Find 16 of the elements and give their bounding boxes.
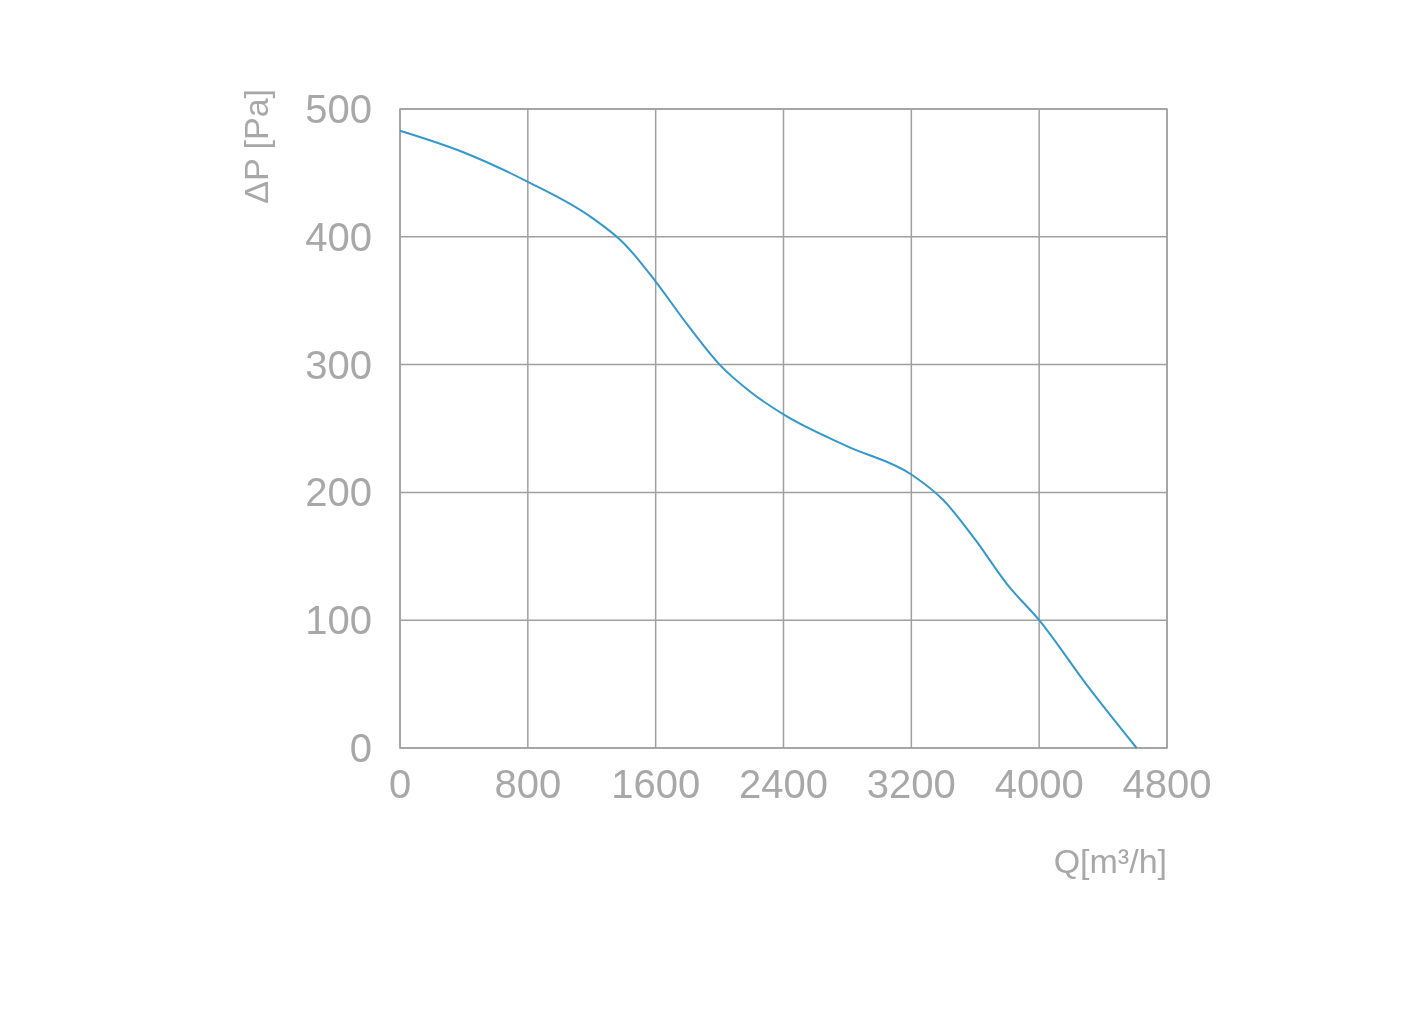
x-tick-label: 800 bbox=[494, 762, 562, 806]
x-axis-title: Q[m³/h] bbox=[1053, 842, 1167, 880]
x-tick-label: 4800 bbox=[1122, 762, 1212, 806]
x-tick-label: 1600 bbox=[611, 762, 701, 806]
y-tick-label: 400 bbox=[305, 214, 372, 259]
y-tick-label: 100 bbox=[305, 598, 372, 643]
x-tick-label: 0 bbox=[388, 762, 412, 806]
y-tick-label: 500 bbox=[305, 87, 372, 131]
y-tick-label: 0 bbox=[349, 726, 372, 770]
y-axis-title: ΔP [Pa] bbox=[237, 89, 275, 204]
line-series bbox=[399, 129, 1138, 749]
y-tick-label: 200 bbox=[305, 470, 372, 515]
x-tick-label: 4000 bbox=[994, 762, 1084, 806]
x-tick-label: 3200 bbox=[866, 762, 956, 806]
y-tick-label: 300 bbox=[305, 342, 372, 387]
x-tick-label: 2400 bbox=[739, 762, 828, 806]
